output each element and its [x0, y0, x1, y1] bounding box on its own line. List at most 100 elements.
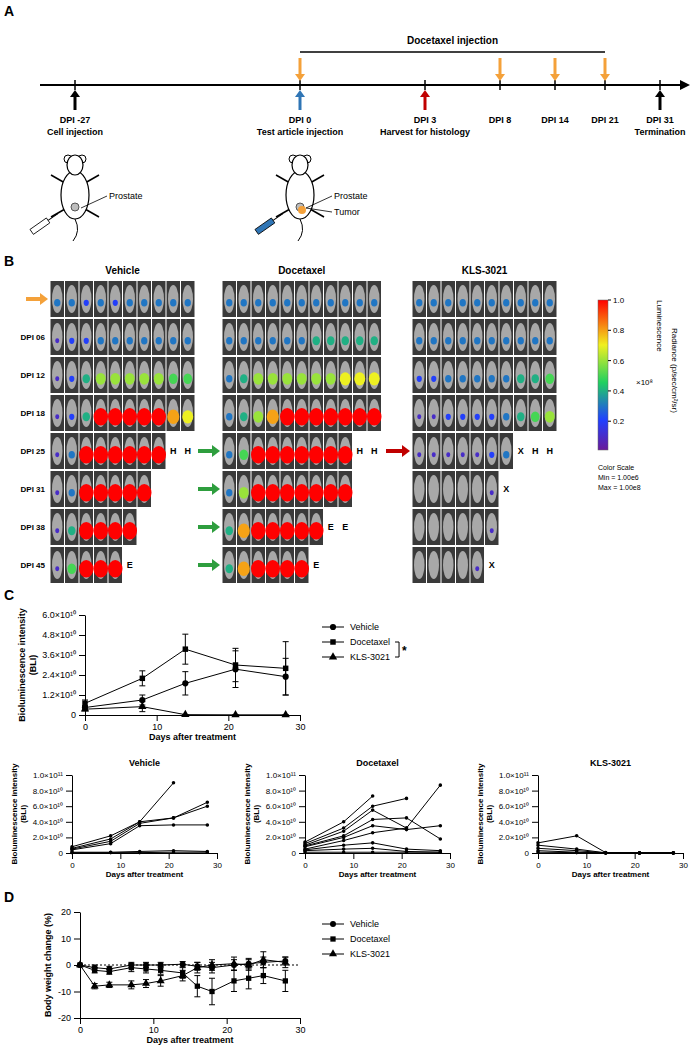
- mouse-silhouette: [67, 475, 78, 503]
- mouse-silhouette: [487, 399, 498, 427]
- image-background: [456, 471, 470, 507]
- image-cell: [280, 509, 295, 545]
- image-background: [80, 357, 94, 393]
- tick: 4.0×10¹⁰: [266, 818, 305, 827]
- colorbar-title: Luminescence: [655, 300, 664, 352]
- image-background: [471, 509, 485, 545]
- chart: 010203002.0×10¹⁰4.0×10¹⁰6.0×10¹⁰8.0×10¹⁰…: [243, 758, 456, 879]
- signal-blob: [98, 337, 104, 345]
- mouse-silhouette: [268, 285, 279, 313]
- arrow-head: [600, 74, 610, 81]
- tick-label: 2.4×10¹⁰: [42, 670, 76, 680]
- tick-label: 0: [303, 861, 308, 870]
- image-background: [427, 471, 441, 507]
- signal-blob: [417, 376, 422, 382]
- data-point: [231, 710, 239, 717]
- data-point: [107, 969, 112, 974]
- mouse-silhouette: [81, 361, 92, 389]
- signal-blob: [284, 299, 290, 307]
- image-background: [413, 395, 427, 431]
- signal-blob: [96, 373, 106, 385]
- image-cell: [51, 281, 65, 317]
- signal-blob: [324, 446, 339, 463]
- event-note: Harvest for histology: [380, 127, 470, 137]
- image-background: [223, 509, 237, 545]
- image-cell: [295, 395, 310, 431]
- mouse-silhouette: [429, 361, 440, 389]
- error-cap: [246, 988, 252, 989]
- image-background: [266, 395, 280, 431]
- mouse-silhouette: [96, 323, 107, 351]
- mouse-silhouette: [168, 323, 179, 351]
- colorbar-tick: [608, 360, 611, 361]
- mouse-silhouette: [168, 399, 179, 427]
- error-cap: [260, 967, 266, 968]
- data-point: [179, 971, 187, 978]
- signal-blob: [238, 523, 250, 538]
- tick-label: 8.0×10¹⁰: [33, 787, 63, 796]
- signal-blob: [68, 526, 76, 535]
- status-mark: E: [127, 560, 133, 570]
- tick: 30: [295, 715, 305, 732]
- colorbar-tick-label: 1.0: [613, 296, 625, 305]
- signal-blob: [309, 446, 324, 463]
- signal-blob: [338, 446, 353, 463]
- tick: 20: [222, 1018, 232, 1035]
- image-background: [413, 357, 427, 393]
- image-background: [529, 281, 543, 317]
- axis-line: [539, 853, 684, 854]
- signal-blob: [547, 299, 553, 307]
- image-background: [94, 395, 108, 431]
- tick-label: 10: [116, 861, 125, 870]
- signal-blob: [503, 337, 509, 345]
- data-point: [672, 851, 676, 855]
- axis-title-line: Bioluminescence intensity: [476, 763, 485, 864]
- axis-title: Bioluminescence intensity(BLI): [10, 763, 28, 864]
- data-point: [127, 980, 135, 987]
- tick-label: 0: [70, 861, 75, 870]
- annotation: *: [402, 644, 407, 658]
- data-point: [76, 960, 84, 967]
- colorbar-note: Color Scale: [598, 464, 634, 471]
- signal-blob: [55, 452, 59, 457]
- tick: 20: [224, 715, 234, 732]
- image-background: [485, 357, 499, 393]
- data-point: [405, 816, 409, 820]
- tick-label: -20: [58, 1013, 71, 1023]
- mouse-silhouette: [458, 475, 469, 503]
- image-cell: [251, 547, 266, 583]
- error-bar: [194, 976, 200, 997]
- row-label: DPI 38: [21, 523, 46, 532]
- data-point: [439, 783, 443, 787]
- image-background: [223, 395, 237, 431]
- signal-blob: [79, 484, 94, 501]
- tick: 4.8×10¹⁰: [42, 630, 85, 640]
- tick-mark: [80, 1018, 81, 1024]
- image-cell: [295, 547, 310, 583]
- image-background: [295, 471, 309, 507]
- image-background: [65, 547, 79, 583]
- signal-blob: [327, 336, 335, 345]
- image-cell: [413, 357, 427, 393]
- image-cell: [309, 471, 324, 507]
- data-point: [439, 837, 443, 841]
- error-cap: [283, 695, 289, 696]
- tick-label: 1.2×10¹⁰: [42, 690, 76, 700]
- image-background: [339, 395, 353, 431]
- tick: 10: [61, 934, 80, 944]
- image-background: [152, 357, 166, 393]
- image-background: [109, 395, 123, 431]
- image-cell: [309, 395, 324, 431]
- image-background: [65, 471, 79, 507]
- image-background: [442, 509, 456, 545]
- tick: 4.0×10¹⁰: [33, 818, 72, 827]
- image-background: [65, 319, 79, 355]
- image-background: [223, 471, 237, 507]
- legend-label: Vehicle: [350, 919, 379, 929]
- image-cell: [281, 357, 295, 393]
- image-background: [281, 395, 295, 431]
- mouse-silhouette: [530, 323, 541, 351]
- data-point: [209, 989, 214, 994]
- image-background: [456, 319, 470, 355]
- data-point: [109, 842, 113, 846]
